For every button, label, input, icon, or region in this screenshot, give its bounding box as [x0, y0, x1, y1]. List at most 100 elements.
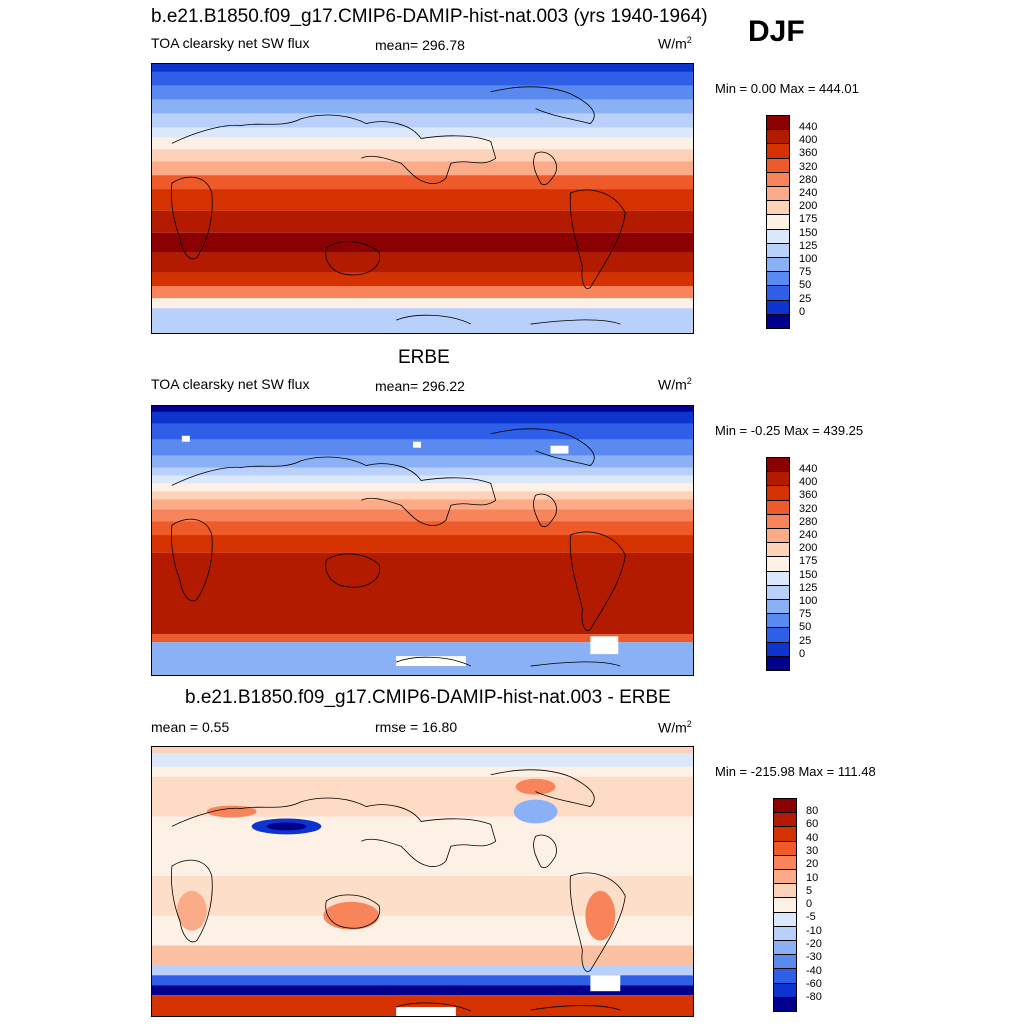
colorbar-swatch — [774, 813, 796, 828]
colorbar-tick-label: 50 — [799, 279, 812, 292]
colorbar-swatch — [767, 656, 789, 671]
colorbar-swatch — [767, 514, 789, 530]
colorbar-swatch — [774, 855, 796, 871]
colorbar-tick-label: -10 — [806, 924, 822, 937]
colorbar-tick-label: 75 — [799, 266, 812, 279]
colorbar-swatch — [774, 827, 796, 842]
colorbar-tick-label: 80 — [806, 805, 819, 817]
panel-3-colorbar — [773, 798, 797, 1012]
colorbar-tick-label: 200 — [799, 200, 818, 213]
colorbar-tick-label: -20 — [806, 938, 822, 950]
colorbar-tick-label: 125 — [799, 239, 818, 252]
colorbar-tick-label: 280 — [799, 515, 818, 528]
colorbar-tick-label: 360 — [799, 147, 818, 160]
colorbar-tick-label: 60 — [806, 818, 819, 831]
colorbar-tick-label: 400 — [799, 134, 818, 147]
colorbar-swatch — [767, 187, 789, 202]
panel-3-title: b.e21.B1850.f09_g17.CMIP6-DAMIP-hist-nat… — [185, 687, 671, 708]
colorbar-swatch — [774, 941, 796, 956]
panel-1-minmax: Min = 0.00 Max = 444.01 — [715, 81, 859, 96]
colorbar-swatch — [767, 472, 789, 487]
colorbar-swatch — [774, 912, 796, 927]
colorbar-swatch — [767, 628, 789, 643]
panel-1-units: W/m2 — [658, 35, 692, 52]
panel-1-colorbar — [766, 115, 790, 329]
colorbar-swatch — [767, 557, 789, 572]
colorbar-swatch — [767, 600, 789, 615]
colorbar-swatch — [774, 997, 796, 1012]
colorbar-tick-label: 30 — [806, 844, 819, 857]
panel-1-variable-label: TOA clearsky net SW flux — [151, 35, 310, 51]
colorbar-swatch — [767, 201, 789, 216]
panel-3-mean-label: mean = 0.55 — [151, 719, 230, 735]
panel-3-colorbar-labels: 80 60 40 30 20 10 5 0 -5 -10 -20 -30 -40 -60 -80 — [806, 806, 846, 1006]
colorbar-tick-label: 175 — [799, 555, 818, 568]
colorbar-swatch — [767, 272, 789, 287]
colorbar-tick-label: 400 — [799, 476, 818, 489]
colorbar-tick-label: 320 — [799, 160, 818, 173]
colorbar-swatch — [767, 458, 789, 473]
colorbar-swatch — [767, 229, 789, 244]
colorbar-swatch — [767, 486, 789, 501]
colorbar-tick-label: 240 — [799, 187, 818, 199]
panel-3-map — [151, 746, 694, 1017]
colorbar-tick-label: -30 — [806, 951, 822, 964]
colorbar-swatch — [767, 215, 789, 230]
panel-2-colorbar-swatches — [767, 458, 789, 671]
colorbar-tick-label: -80 — [806, 991, 822, 1004]
colorbar-tick-label: 200 — [799, 542, 818, 555]
colorbar-tick-label: 440 — [799, 463, 818, 475]
colorbar-swatch — [767, 158, 789, 173]
colorbar-tick-label: 40 — [806, 831, 819, 844]
colorbar-tick-label: 125 — [799, 581, 818, 594]
colorbar-tick-label: -40 — [806, 964, 822, 977]
colorbar-swatch — [767, 286, 789, 301]
panel-1-title: b.e21.B1850.f09_g17.CMIP6-DAMIP-hist-nat… — [151, 6, 708, 27]
colorbar-swatch — [767, 314, 789, 329]
colorbar-tick-label: 100 — [799, 595, 818, 607]
colorbar-tick-label: 75 — [799, 608, 812, 621]
colorbar-swatch — [767, 144, 789, 159]
colorbar-swatch — [774, 926, 796, 942]
panel-2-title: ERBE — [398, 347, 450, 368]
panel-3-colorbar-swatches — [774, 799, 796, 1012]
colorbar-swatch — [767, 529, 789, 544]
season-label: DJF — [748, 15, 805, 48]
panel-2-variable-label: TOA clearsky net SW flux — [151, 376, 310, 392]
panel-2-colorbar — [766, 457, 790, 671]
colorbar-swatch — [767, 243, 789, 259]
panel-2-mean-label: mean= 296.22 — [375, 378, 465, 394]
colorbar-swatch — [774, 898, 796, 913]
colorbar-swatch — [774, 983, 796, 998]
colorbar-swatch — [774, 799, 796, 814]
panel-3-units: W/m2 — [658, 719, 692, 736]
colorbar-swatch — [767, 172, 789, 188]
colorbar-swatch — [767, 585, 789, 601]
colorbar-tick-label: 280 — [799, 173, 818, 186]
colorbar-tick-label: 50 — [799, 621, 812, 634]
colorbar-tick-label: 0 — [799, 305, 806, 318]
colorbar-tick-label: 10 — [806, 871, 819, 884]
colorbar-swatch — [774, 969, 796, 984]
panel-2-map — [151, 405, 694, 676]
panel-2-minmax: Min = -0.25 Max = 439.25 — [715, 423, 864, 438]
panel-1-colorbar-labels: 440 400 360 320 280 240 200 175 150 125 100 75 50 25 0 — [799, 122, 839, 322]
panel-2-colorbar-labels: 440 400 360 320 280 240 200 175 150 125 100 75 50 25 0 — [799, 464, 839, 664]
colorbar-tick-label: 100 — [799, 253, 818, 265]
colorbar-tick-label: -5 — [806, 911, 816, 924]
colorbar-tick-label: 150 — [799, 226, 818, 239]
colorbar-swatch — [767, 130, 789, 145]
panel-3-minmax: Min = -215.98 Max = 111.48 — [715, 764, 876, 779]
colorbar-swatch — [767, 258, 789, 273]
colorbar-swatch — [767, 500, 789, 515]
colorbar-swatch — [767, 571, 789, 586]
panel-1-mean-label: mean= 296.78 — [375, 37, 465, 53]
colorbar-swatch — [774, 870, 796, 885]
colorbar-swatch — [767, 614, 789, 629]
colorbar-swatch — [767, 642, 789, 657]
colorbar-tick-label: 175 — [799, 213, 818, 226]
colorbar-swatch — [774, 884, 796, 899]
colorbar-tick-label: -60 — [806, 977, 822, 990]
colorbar-tick-label: 360 — [799, 489, 818, 502]
colorbar-tick-label: 240 — [799, 529, 818, 541]
